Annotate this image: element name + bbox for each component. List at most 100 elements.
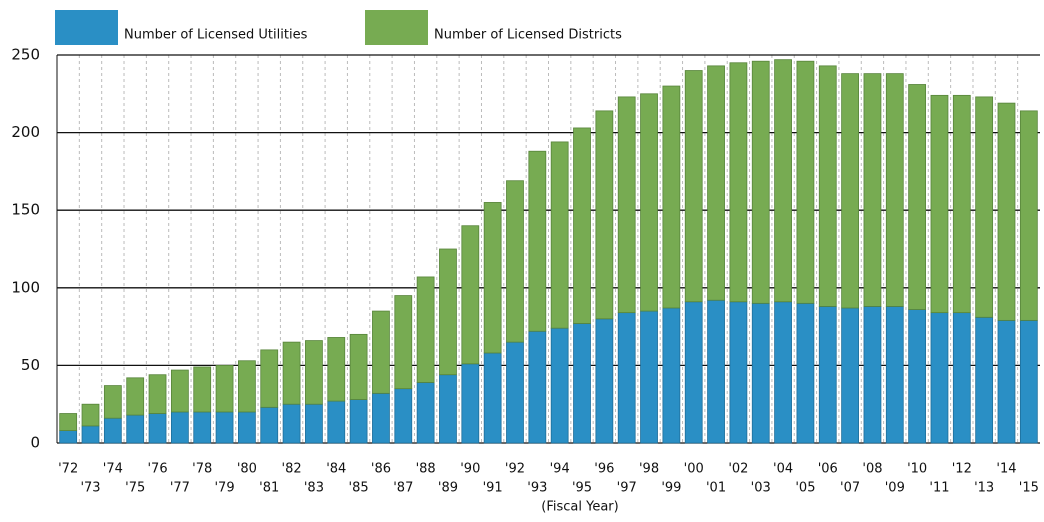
bar [81, 425, 100, 444]
x-tick-label: '82 [282, 462, 302, 477]
x-tick-label: '73 [80, 481, 100, 496]
x-tick-label: '80 [237, 462, 257, 477]
bar [841, 73, 859, 309]
y-tick-label: 50 [21, 356, 40, 374]
x-tick-label: '15 [1019, 481, 1039, 496]
x-tick-label: '72 [58, 462, 78, 477]
bar [684, 301, 703, 444]
bar [617, 96, 636, 314]
bar [461, 363, 480, 444]
bar [595, 318, 614, 444]
y-tick-label: 250 [11, 46, 40, 64]
bar [282, 341, 301, 405]
bar [640, 310, 658, 444]
x-tick-label: '14 [996, 462, 1016, 477]
bar [506, 341, 524, 444]
x-tick-label: '83 [304, 481, 324, 496]
bar [751, 60, 770, 304]
bar [416, 276, 435, 383]
bar [483, 202, 502, 354]
bar [796, 302, 815, 444]
bar [439, 248, 457, 376]
bar [126, 414, 145, 444]
x-tick-label: '94 [550, 462, 570, 477]
bar [729, 62, 748, 303]
bar [908, 84, 927, 310]
x-tick-label: '97 [617, 481, 637, 496]
bar [1019, 110, 1038, 321]
x-tick-label: '96 [594, 462, 614, 477]
bar [617, 312, 636, 444]
bar [573, 323, 591, 444]
bar [841, 307, 859, 444]
bar [193, 411, 212, 444]
bar [1019, 319, 1038, 444]
bar [796, 60, 815, 304]
bar [260, 349, 279, 408]
x-tick-label: '03 [751, 481, 771, 496]
bar [506, 180, 524, 343]
bar [885, 73, 904, 307]
bar [416, 382, 435, 444]
y-tick-label: 200 [11, 123, 40, 141]
x-tick-label: '13 [974, 481, 994, 496]
x-tick-label: '07 [840, 481, 860, 496]
bar [349, 333, 368, 400]
bar [372, 392, 390, 444]
bar [662, 85, 681, 309]
bar [305, 340, 323, 405]
bar [930, 312, 949, 444]
x-tick-label: '06 [818, 462, 838, 477]
bar [483, 352, 502, 444]
bar [238, 360, 256, 413]
bar [528, 150, 547, 332]
bar [372, 310, 390, 394]
bar [327, 337, 346, 402]
bar [126, 377, 145, 416]
bar [305, 403, 323, 444]
x-tick-label: '79 [214, 481, 234, 496]
x-tick-label: '86 [371, 462, 391, 477]
x-tick-label: '88 [416, 462, 436, 477]
bar [997, 319, 1016, 444]
bar [863, 73, 882, 307]
bar [885, 306, 904, 444]
x-tick-label: '08 [862, 462, 882, 477]
bar [640, 93, 658, 312]
y-tick-label: 100 [11, 278, 40, 296]
bar [707, 299, 725, 444]
legend-label: Number of Licensed Utilities [124, 28, 308, 43]
bar [684, 70, 703, 303]
x-tick-label: '92 [505, 462, 525, 477]
bar [59, 430, 78, 444]
x-tick-label: '93 [527, 481, 547, 496]
x-axis-title: (Fiscal Year) [541, 500, 618, 515]
bar [595, 110, 614, 320]
bar [282, 403, 301, 444]
x-tick-label: '84 [326, 462, 346, 477]
bar [863, 306, 882, 444]
x-tick-label: '00 [684, 462, 704, 477]
y-tick-label: 150 [11, 201, 40, 219]
bar [729, 301, 748, 444]
x-tick-label: '81 [259, 481, 279, 496]
x-tick-label: '85 [349, 481, 369, 496]
bar [818, 65, 837, 307]
bar [215, 364, 234, 413]
bar [573, 127, 591, 324]
bar [975, 316, 994, 444]
bar [238, 411, 256, 444]
x-tick-label: '95 [572, 481, 592, 496]
x-tick-label: '98 [639, 462, 659, 477]
x-tick-label: '01 [706, 481, 726, 496]
bar [662, 307, 681, 444]
bar [439, 374, 457, 444]
x-tick-label: '91 [483, 481, 503, 496]
bar [997, 102, 1016, 321]
x-tick-label: '90 [460, 462, 480, 477]
x-tick-label: '89 [438, 481, 458, 496]
bar [975, 96, 994, 318]
x-tick-label: '11 [929, 481, 949, 496]
x-tick-label: '02 [728, 462, 748, 477]
